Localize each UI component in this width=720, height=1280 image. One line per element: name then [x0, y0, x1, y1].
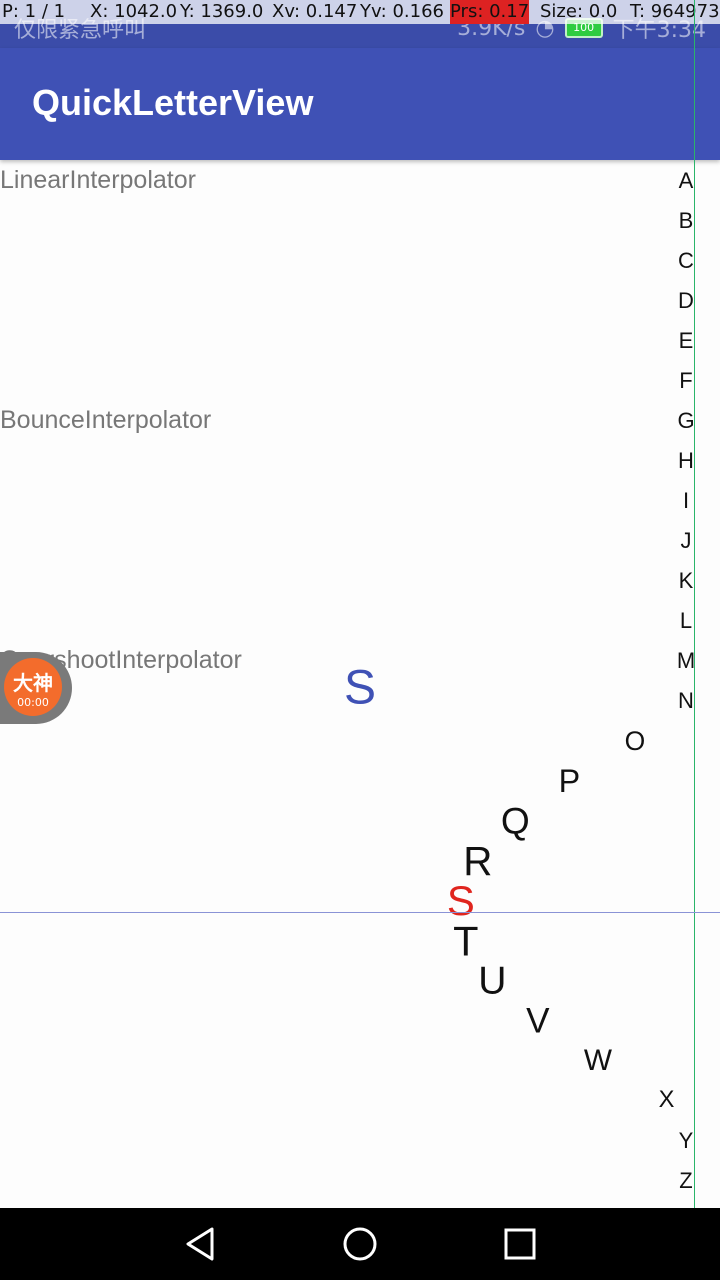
- index-letter-t[interactable]: T: [453, 917, 479, 965]
- back-triangle-icon[interactable]: [180, 1224, 220, 1264]
- overlay-t: T: 964973: [630, 1, 720, 22]
- index-letter-i[interactable]: I: [682, 488, 690, 513]
- center-letter-indicator: S: [343, 661, 377, 715]
- overlay-x: X: 1042.0: [90, 1, 178, 22]
- index-letter-a[interactable]: A: [678, 168, 694, 193]
- index-letter-b[interactable]: B: [678, 208, 694, 233]
- floating-widget[interactable]: 大神 00:00: [0, 652, 72, 724]
- floating-widget-time: 00:00: [17, 696, 49, 709]
- index-letter-q[interactable]: Q: [500, 799, 530, 842]
- pointer-location-overlay: P: 1 / 1 X: 1042.0 Y: 1369.0 Xv: 0.147 Y…: [0, 0, 720, 24]
- index-letter-x[interactable]: X: [658, 1087, 675, 1114]
- index-letter-v[interactable]: V: [526, 1001, 550, 1041]
- home-circle-icon[interactable]: [340, 1224, 380, 1264]
- index-letter-y[interactable]: Y: [678, 1128, 694, 1153]
- overlay-prs: Prs: 0.17: [450, 0, 530, 24]
- index-letter-n[interactable]: N: [678, 688, 694, 713]
- app-title: QuickLetterView: [32, 82, 314, 123]
- overlay-yv: Yv: 0.166: [360, 1, 444, 22]
- index-letter-w[interactable]: W: [583, 1044, 612, 1078]
- overlay-y: Y: 1369.0: [180, 1, 264, 22]
- pointer-vertical-line: [694, 0, 695, 1280]
- index-letter-c[interactable]: C: [678, 248, 694, 273]
- index-letter-d[interactable]: D: [678, 288, 694, 313]
- overlay-xv: Xv: 0.147: [272, 1, 358, 22]
- index-letter-m[interactable]: M: [676, 648, 696, 673]
- app-bar: QuickLetterView: [0, 48, 720, 160]
- index-letter-f[interactable]: F: [679, 368, 693, 393]
- floating-widget-name: 大神: [13, 671, 53, 695]
- index-letter-p[interactable]: P: [558, 762, 581, 799]
- index-letter-g[interactable]: G: [677, 408, 695, 433]
- index-letter-e[interactable]: E: [678, 328, 694, 353]
- overlay-pointer: P: 1 / 1: [2, 1, 66, 22]
- index-letter-o[interactable]: O: [624, 725, 646, 756]
- index-letter-j[interactable]: J: [680, 528, 692, 553]
- index-letter-z[interactable]: Z: [679, 1168, 693, 1193]
- bounce-interpolator-label[interactable]: BounceInterpolator: [0, 406, 212, 434]
- recents-square-icon[interactable]: [500, 1224, 540, 1264]
- index-letter-s[interactable]: S: [446, 877, 475, 925]
- index-letter-h[interactable]: H: [678, 448, 694, 473]
- linear-interpolator-label[interactable]: LinearInterpolator: [0, 166, 196, 194]
- navigation-bar: [0, 1208, 720, 1280]
- index-letter-k[interactable]: K: [678, 568, 694, 593]
- index-letter-l[interactable]: L: [679, 608, 693, 633]
- index-letter-u[interactable]: U: [478, 959, 507, 1003]
- pointer-horizontal-line: [0, 912, 720, 913]
- floating-widget-icon[interactable]: 大神 00:00: [4, 658, 62, 716]
- index-letter-r[interactable]: R: [463, 837, 493, 884]
- overlay-size: Size: 0.0: [540, 1, 618, 22]
